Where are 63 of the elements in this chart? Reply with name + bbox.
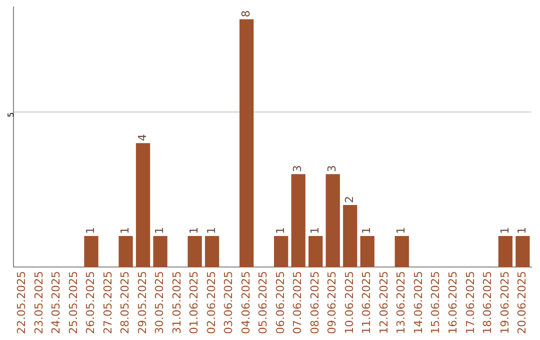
x-tick-label: 08.06.2025 <box>308 271 322 334</box>
bar <box>343 205 358 268</box>
data-label: 1 <box>204 227 218 234</box>
bar <box>516 236 530 268</box>
data-label: 1 <box>84 227 98 234</box>
bar <box>153 236 168 268</box>
data-label: 1 <box>394 227 408 234</box>
x-tick-label: 16.06.2025 <box>446 271 460 334</box>
x-tick-label: 24.05.2025 <box>50 271 63 334</box>
data-label: 4 <box>136 134 149 142</box>
x-tick-label: 14.06.2025 <box>412 271 425 334</box>
data-label: 1 <box>516 227 529 234</box>
x-tick-label: 17.06.2025 <box>464 271 477 334</box>
bar <box>239 19 254 268</box>
x-tick-label: 26.05.2025 <box>84 271 98 334</box>
data-label: 1 <box>308 227 322 234</box>
data-label: 1 <box>188 227 201 234</box>
x-tick-label: 11.06.2025 <box>360 271 374 334</box>
x-tick-label: 29.05.2025 <box>136 271 149 334</box>
x-tick-label: 01.06.2025 <box>188 271 201 334</box>
bar <box>291 174 306 268</box>
x-tick-label: 15.06.2025 <box>429 271 442 334</box>
x-tick-label: 27.05.2025 <box>101 271 114 334</box>
x-tick-label: 20.06.2025 <box>516 271 529 334</box>
x-tick-label: 30.05.2025 <box>153 271 166 334</box>
x-tick-label: 13.06.2025 <box>394 271 408 334</box>
x-tick-label: 12.06.2025 <box>377 271 390 334</box>
bar <box>118 236 133 268</box>
x-tick-label: 25.05.2025 <box>66 271 80 334</box>
y-tick-label: 5 <box>6 112 16 118</box>
x-tick-label: 28.05.2025 <box>118 271 132 334</box>
data-label: 1 <box>498 227 512 234</box>
x-tick-label: 22.05.2025 <box>15 271 28 334</box>
data-label: 1 <box>153 227 166 234</box>
data-label: 1 <box>360 227 374 234</box>
data-label: 3 <box>326 165 339 172</box>
bar <box>84 236 98 268</box>
bar <box>308 236 323 268</box>
x-tick-label: 09.06.2025 <box>326 271 339 334</box>
bar <box>136 143 150 268</box>
data-label: 1 <box>118 227 132 234</box>
bar <box>498 236 512 268</box>
data-label: 8 <box>239 10 252 18</box>
bar <box>204 236 220 268</box>
x-tick-label: 10.06.2025 <box>342 271 356 334</box>
x-tick-label: 05.06.2025 <box>256 271 270 334</box>
bar <box>326 174 340 268</box>
x-tick-label: 18.06.2025 <box>481 271 494 334</box>
x-tick-label: 31.05.2025 <box>170 271 184 334</box>
bar <box>188 236 202 268</box>
data-label: 2 <box>342 196 356 204</box>
bar <box>394 236 409 268</box>
x-tick-label: 04.06.2025 <box>239 271 252 334</box>
data-label: 1 <box>274 227 287 234</box>
bar <box>360 236 374 268</box>
x-tick-label: 07.06.2025 <box>291 271 304 334</box>
x-tick-label: 19.06.2025 <box>498 271 512 334</box>
x-tick-label: 02.06.2025 <box>204 271 218 334</box>
data-label: 3 <box>291 165 304 172</box>
x-tick-label: 23.05.2025 <box>32 271 46 334</box>
bar <box>274 236 288 268</box>
x-tick-label: 03.06.2025 <box>222 271 236 334</box>
x-tick-label: 06.06.2025 <box>274 271 287 334</box>
